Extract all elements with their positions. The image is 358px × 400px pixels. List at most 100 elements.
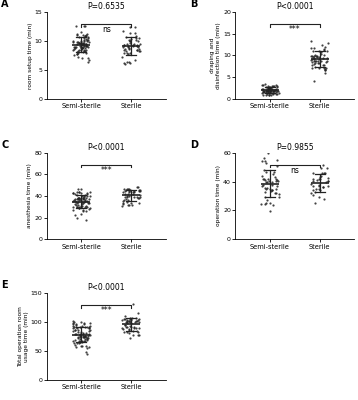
Point — [312, 57, 318, 64]
Point — [136, 324, 142, 331]
Point — [85, 34, 91, 40]
Point — [77, 196, 83, 202]
Point — [77, 332, 83, 338]
Point — [83, 32, 89, 38]
Point — [125, 58, 130, 65]
Point — [136, 195, 141, 201]
Point — [132, 319, 138, 325]
Point — [317, 174, 323, 180]
Point — [86, 335, 91, 341]
Point — [77, 40, 83, 46]
Point — [73, 202, 79, 208]
Point — [77, 339, 83, 346]
Point — [83, 217, 88, 224]
Point — [260, 86, 266, 92]
Point — [266, 85, 272, 92]
Point — [122, 322, 127, 328]
Point — [309, 56, 315, 62]
Point — [84, 200, 90, 206]
Point — [311, 78, 317, 84]
Point — [310, 186, 316, 193]
Point — [274, 183, 280, 189]
Point — [273, 89, 279, 95]
Point — [78, 186, 84, 192]
Point — [86, 331, 92, 337]
Point — [76, 40, 81, 46]
Point — [310, 176, 316, 182]
Point — [127, 323, 133, 329]
Point — [270, 170, 276, 177]
Point — [274, 177, 279, 184]
Point — [84, 36, 90, 42]
Point — [74, 203, 80, 210]
Point — [273, 85, 279, 92]
Point — [268, 86, 274, 92]
Point — [310, 192, 316, 198]
Point — [137, 194, 143, 200]
Point — [259, 90, 265, 96]
Point — [314, 52, 320, 59]
Point — [79, 45, 84, 52]
Point — [71, 197, 77, 203]
Point — [134, 318, 139, 325]
Point — [133, 34, 139, 41]
Point — [321, 169, 327, 176]
Point — [86, 206, 92, 212]
Point — [127, 59, 132, 66]
Point — [126, 37, 132, 43]
Text: E: E — [1, 280, 8, 290]
Point — [318, 173, 324, 180]
Point — [82, 196, 88, 203]
Point — [267, 89, 273, 95]
Point — [134, 184, 140, 190]
Point — [70, 37, 76, 44]
Point — [82, 44, 87, 51]
Point — [76, 333, 81, 340]
Point — [81, 48, 86, 54]
Point — [261, 88, 267, 95]
Point — [259, 182, 265, 189]
Point — [77, 204, 82, 210]
Point — [87, 323, 92, 330]
Point — [76, 195, 81, 202]
Point — [77, 337, 82, 344]
Point — [271, 86, 277, 93]
Point — [132, 29, 137, 36]
Point — [86, 200, 91, 206]
Point — [314, 58, 319, 64]
Point — [84, 190, 90, 197]
Point — [312, 60, 318, 66]
Point — [125, 319, 130, 326]
Point — [73, 331, 78, 337]
Point — [267, 88, 273, 94]
Point — [275, 88, 281, 94]
Point — [308, 38, 314, 44]
Point — [79, 42, 84, 48]
Point — [272, 86, 277, 93]
Point — [75, 199, 81, 206]
Point — [131, 41, 137, 48]
Point — [262, 189, 268, 195]
Y-axis label: room setup time (min): room setup time (min) — [28, 22, 33, 89]
Text: ***: *** — [100, 166, 112, 174]
Point — [268, 185, 274, 192]
Point — [270, 88, 276, 94]
Point — [263, 186, 269, 192]
Point — [311, 56, 317, 62]
Point — [74, 51, 80, 57]
Point — [268, 86, 274, 92]
Point — [129, 320, 134, 326]
Point — [82, 324, 88, 330]
Point — [265, 86, 271, 93]
Point — [267, 90, 273, 96]
Point — [261, 176, 267, 182]
Point — [126, 186, 132, 192]
Point — [73, 344, 79, 350]
Point — [77, 335, 82, 342]
Point — [324, 55, 330, 62]
Point — [120, 44, 126, 50]
Point — [73, 322, 79, 328]
Point — [80, 195, 86, 202]
Point — [267, 85, 273, 92]
Point — [321, 65, 327, 71]
